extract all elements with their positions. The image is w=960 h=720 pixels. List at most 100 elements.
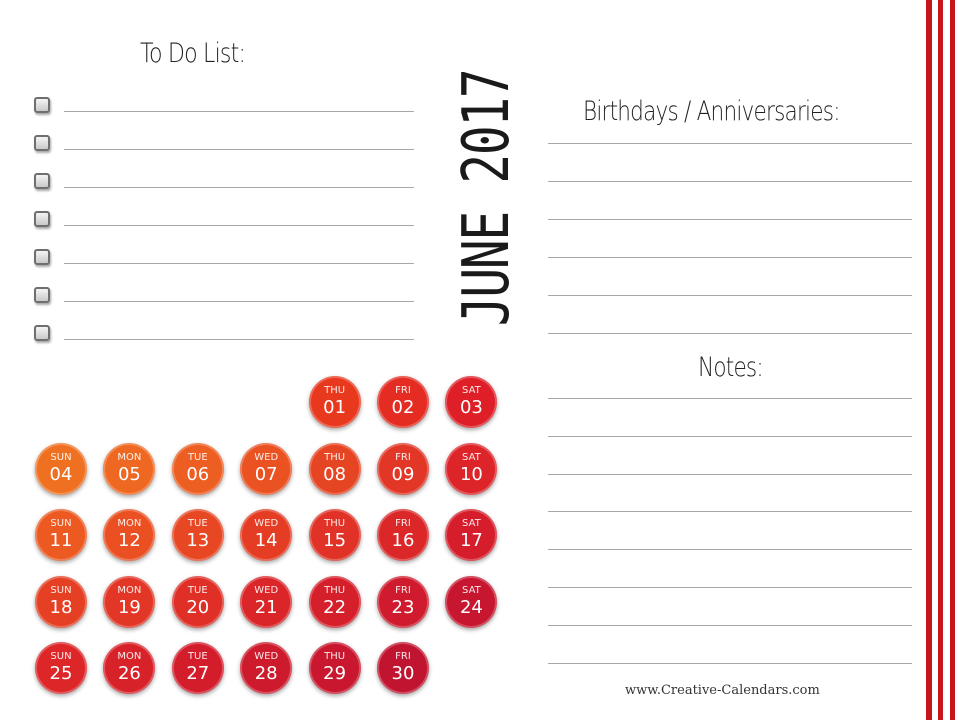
day-of-week-label: SAT <box>462 451 481 463</box>
decorative-stripe <box>938 0 943 720</box>
day-number: 29 <box>323 663 347 684</box>
day-number: 05 <box>117 463 141 485</box>
day-number: 27 <box>186 663 210 684</box>
calendar-day: SUN 18 <box>35 575 87 628</box>
calendar-day: TUE 27 <box>171 642 224 694</box>
day-number: 25 <box>49 663 73 684</box>
notes-line <box>548 435 912 437</box>
day-number: 01 <box>323 397 347 418</box>
calendar-day: SAT 03 <box>445 376 498 428</box>
todo-checkbox[interactable] <box>34 173 50 189</box>
decorative-stripe <box>950 0 955 720</box>
birthday-line <box>548 257 912 258</box>
day-number: 24 <box>459 596 483 618</box>
calendar-day: SUN 11 <box>35 509 87 561</box>
day-number: 18 <box>49 596 73 618</box>
day-of-week-label: TUE <box>187 518 208 529</box>
notes-line <box>548 549 912 551</box>
day-of-week-label: MON <box>117 451 142 463</box>
day-of-week-label: SUN <box>50 518 72 529</box>
day-of-week-label: THU <box>324 385 346 396</box>
day-number: 13 <box>186 530 210 551</box>
day-of-week-label: SAT <box>462 518 481 529</box>
day-number: 14 <box>254 530 278 551</box>
todo-checkbox[interactable] <box>34 287 50 303</box>
calendar-day: SUN 04 <box>35 442 87 495</box>
day-of-week-label: FRI <box>395 451 411 463</box>
day-of-week-label: SUN <box>50 584 72 596</box>
day-of-week-label: SAT <box>462 584 481 596</box>
day-of-week-label: TUE <box>187 451 208 463</box>
todo-line <box>64 339 414 340</box>
notes-line <box>548 473 912 475</box>
calendar-day: SAT 17 <box>445 509 498 561</box>
calendar-day: WED 21 <box>240 575 293 628</box>
day-number: 02 <box>391 397 415 418</box>
day-number: 19 <box>117 596 141 618</box>
day-number: 07 <box>254 463 278 485</box>
todo-item <box>34 249 414 269</box>
todo-item <box>34 97 414 117</box>
calendar-day: WED 28 <box>240 642 293 694</box>
calendar-day: FRI 09 <box>377 442 429 495</box>
day-number: 30 <box>391 663 415 684</box>
day-of-week-label: FRI <box>395 651 411 662</box>
todo-list-title: To Do List: <box>140 38 246 69</box>
todo-item <box>34 325 414 345</box>
day-of-week-label: THU <box>324 518 346 529</box>
calendar-day: FRI 16 <box>377 509 429 561</box>
todo-line <box>64 263 414 264</box>
calendar-day: WED 14 <box>240 509 293 561</box>
calendar-day: FRI 23 <box>377 575 429 628</box>
day-number: 26 <box>117 663 141 684</box>
day-of-week-label: SUN <box>50 451 72 463</box>
day-of-week-label: TUE <box>187 584 208 596</box>
todo-checkbox[interactable] <box>34 97 50 113</box>
todo-item <box>34 135 414 155</box>
calendar-day: WED 07 <box>240 442 293 495</box>
calendar-day: MON 26 <box>103 642 156 694</box>
todo-line <box>64 187 414 188</box>
birthday-line <box>548 219 912 220</box>
day-number: 09 <box>391 463 415 485</box>
calendar-day: THU 01 <box>308 376 361 428</box>
day-of-week-label: THU <box>324 584 346 596</box>
todo-line <box>64 301 414 302</box>
footer-url: www.Creative-Calendars.com <box>625 683 820 698</box>
calendar-day: SAT 24 <box>445 575 498 628</box>
day-number: 16 <box>391 530 415 551</box>
day-number: 10 <box>459 463 483 485</box>
day-of-week-label: MON <box>117 518 142 529</box>
day-number: 04 <box>49 463 73 485</box>
calendar-day: TUE 13 <box>171 509 224 561</box>
calendar-day: MON 05 <box>103 442 156 495</box>
day-of-week-label: WED <box>254 451 279 463</box>
day-of-week-label: FRI <box>395 518 411 529</box>
day-of-week-label: THU <box>324 451 346 463</box>
calendar-day: MON 12 <box>103 509 156 561</box>
todo-line <box>64 149 414 150</box>
notes-line <box>548 662 912 664</box>
notes-line <box>548 511 912 513</box>
todo-item <box>34 211 414 231</box>
todo-checkbox[interactable] <box>34 135 50 151</box>
notes-line <box>548 587 912 588</box>
calendar-day: THU 29 <box>308 642 361 694</box>
notes-title: Notes: <box>698 352 764 383</box>
notes-line <box>548 398 912 399</box>
day-of-week-label: THU <box>324 651 346 662</box>
todo-checkbox[interactable] <box>34 211 50 227</box>
birthdays-title: Birthdays / Anniversaries: <box>583 96 840 127</box>
calendar-day: MON 19 <box>103 575 156 628</box>
day-number: 28 <box>254 663 278 684</box>
day-number: 08 <box>323 463 347 485</box>
todo-item <box>34 287 414 307</box>
calendar-day: FRI 02 <box>377 376 429 428</box>
todo-line <box>64 225 414 226</box>
birthday-line <box>548 143 912 144</box>
birthday-line <box>548 295 912 296</box>
day-of-week-label: SAT <box>462 385 481 396</box>
todo-checkbox[interactable] <box>34 249 50 265</box>
day-of-week-label: FRI <box>395 584 411 596</box>
todo-checkbox[interactable] <box>34 325 50 341</box>
